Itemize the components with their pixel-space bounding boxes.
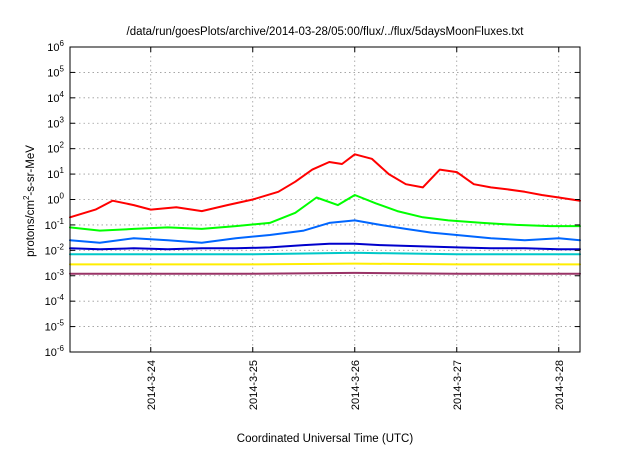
y-axis-label-prefix: protons/cm [25, 200, 37, 257]
y-tick-base: 10 [45, 347, 57, 359]
series-line-7 [69, 271, 581, 275]
y-tick-label: 10-1 [45, 217, 65, 232]
y-tick-exponent: 6 [60, 39, 65, 48]
y-tick-base: 10 [45, 296, 57, 308]
x-axis-label: Coordinated Universal Time (UTC) [237, 433, 414, 445]
y-tick-base: 10 [45, 245, 57, 257]
y-tick-exponent: -1 [57, 217, 65, 226]
series-line-5 [69, 251, 581, 256]
axis-ticks: 10-610-510-410-310-210-11001011021031041… [45, 39, 580, 410]
y-tick-base: 10 [47, 118, 59, 130]
series-line-2 [69, 194, 581, 232]
y-tick-label: 100 [47, 192, 64, 207]
y-tick-label: 101 [47, 166, 64, 181]
y-tick-exponent: -6 [57, 344, 65, 353]
grid-lines [70, 47, 580, 352]
y-tick-exponent: 1 [60, 166, 65, 175]
series-line-6 [69, 262, 581, 266]
y-tick-label: 10-2 [45, 242, 65, 257]
y-tick-base: 10 [45, 271, 57, 283]
y-tick-exponent: 3 [60, 115, 65, 124]
y-axis-label-suffix: -s-sr-MeV [25, 145, 37, 196]
y-tick-base: 10 [47, 67, 59, 79]
y-tick-label: 10-5 [45, 319, 65, 334]
chart-title: /data/run/goesPlots/archive/2014-03-28/0… [127, 26, 525, 38]
y-tick-base: 10 [47, 169, 59, 181]
x-tick-label: 2014-3-27 [452, 360, 464, 410]
y-tick-label: 102 [47, 141, 64, 156]
series-line-3 [69, 219, 581, 244]
y-tick-base: 10 [45, 322, 57, 334]
y-tick-base: 10 [47, 195, 59, 207]
y-tick-base: 10 [47, 93, 59, 105]
y-axis-label: protons/cm2-s-sr-MeV [22, 145, 37, 257]
x-tick-label: 2014-3-28 [554, 360, 566, 410]
y-tick-exponent: -4 [57, 293, 65, 302]
y-tick-exponent: 2 [60, 141, 65, 150]
series-line-1 [69, 153, 581, 219]
y-axis-label-superscript: 2 [22, 195, 31, 200]
series-line-4 [69, 242, 581, 251]
y-tick-label: 103 [47, 115, 64, 130]
y-tick-exponent: 4 [60, 90, 65, 99]
y-tick-label: 10-6 [45, 344, 65, 359]
y-tick-label: 10-4 [45, 293, 65, 308]
y-tick-label: 106 [47, 39, 64, 54]
y-tick-exponent: -5 [57, 319, 65, 328]
y-tick-label: 10-3 [45, 268, 65, 283]
y-tick-exponent: -2 [57, 242, 65, 251]
y-tick-exponent: 5 [60, 64, 65, 73]
y-tick-exponent: 0 [60, 192, 65, 201]
y-tick-base: 10 [45, 220, 57, 232]
series-lines [69, 153, 581, 275]
y-tick-label: 105 [47, 64, 64, 79]
x-tick-label: 2014-3-26 [350, 360, 362, 410]
y-tick-base: 10 [47, 42, 59, 54]
x-tick-label: 2014-3-25 [248, 360, 260, 410]
x-tick-label: 2014-3-24 [146, 360, 158, 410]
y-tick-base: 10 [47, 144, 59, 156]
y-tick-label: 104 [47, 90, 64, 105]
y-tick-exponent: -3 [57, 268, 65, 277]
